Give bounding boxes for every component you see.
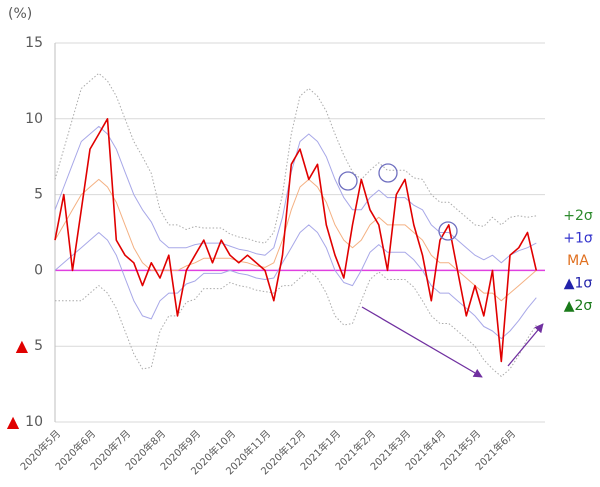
y-tick-label: 15 — [25, 35, 43, 51]
legend-label: +1σ — [563, 231, 593, 247]
legend-label: ▲1σ — [564, 276, 593, 292]
y-tick-label: 10 — [25, 111, 43, 127]
legend-label: ▲2σ — [564, 298, 593, 314]
highlight-circle — [338, 171, 358, 191]
y-axis-unit: (%) — [8, 6, 32, 22]
series-line — [54, 224, 537, 340]
highlight-circle — [438, 221, 458, 241]
trend-arrow — [507, 323, 544, 367]
y-tick-label: ▲ 10 — [7, 412, 43, 431]
y-tick-label: 5 — [34, 187, 43, 203]
legend-label: +2σ — [563, 208, 593, 224]
trend-arrow — [361, 306, 483, 378]
y-tick-label: 0 — [34, 262, 43, 278]
highlight-circle — [378, 163, 398, 183]
legend-label: MA — [567, 253, 589, 269]
series-line — [54, 118, 538, 363]
series-line — [54, 178, 537, 302]
y-tick-label: ▲ 5 — [16, 336, 43, 355]
series-line — [55, 269, 537, 377]
annotations — [338, 163, 544, 378]
